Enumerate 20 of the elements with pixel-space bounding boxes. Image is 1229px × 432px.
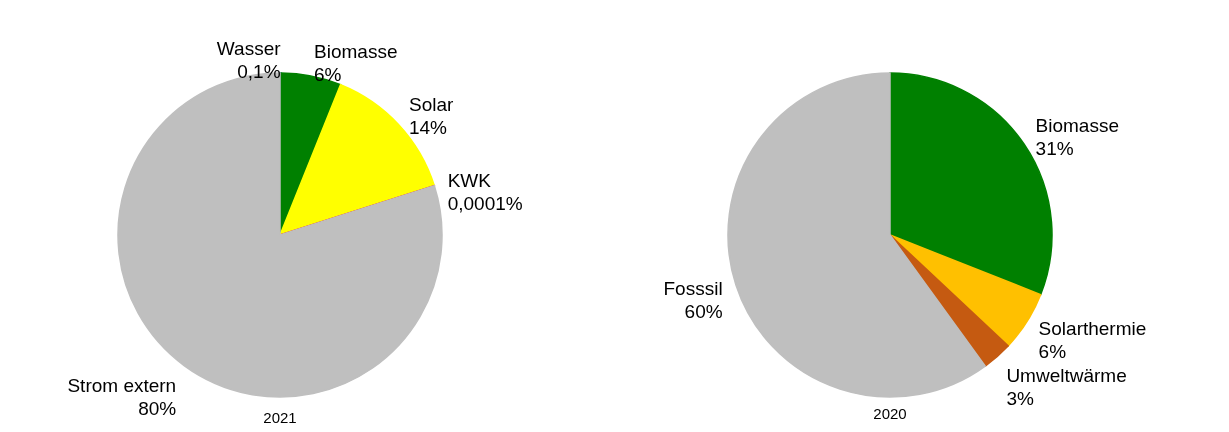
- slice-label: Wasser: [216, 38, 282, 59]
- text: 2021: [263, 409, 297, 427]
- data-label: 14%: [408, 117, 448, 139]
- data-label: 3%: [1006, 388, 1034, 410]
- slice-label: KWK: [447, 170, 492, 192]
- slice-label: Solar: [408, 94, 454, 116]
- data-label: 80%: [138, 398, 177, 420]
- slice-label: Strom extern: [67, 375, 177, 397]
- data-label: 6%: [1038, 341, 1067, 363]
- text: 2020: [873, 405, 907, 422]
- data-label: 0,1%: [237, 61, 281, 82]
- data-label: 6%: [314, 64, 342, 86]
- slice-label: Umweltwärme: [1006, 365, 1127, 387]
- slice-label: Solarthermie: [1038, 318, 1147, 340]
- slice-label: Fosssil: [663, 278, 723, 300]
- slice-label: Biomasse: [1035, 115, 1119, 137]
- data-label: 31%: [1035, 138, 1074, 160]
- data-label: 0,0001%: [447, 193, 523, 215]
- slice-label: Biomasse: [314, 41, 398, 63]
- data-label: 60%: [684, 301, 723, 323]
